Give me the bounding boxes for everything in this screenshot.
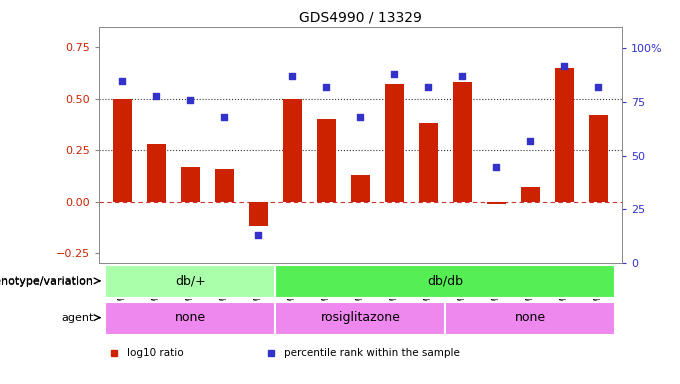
- Bar: [181, 167, 200, 202]
- Text: db/db: db/db: [428, 274, 463, 287]
- Text: agent: agent: [61, 313, 93, 323]
- Text: db/+: db/+: [175, 274, 206, 287]
- Point: [491, 164, 502, 170]
- Bar: [249, 202, 268, 226]
- Bar: [487, 202, 506, 204]
- Point: [559, 63, 570, 69]
- Text: none: none: [515, 311, 546, 324]
- Bar: [453, 82, 472, 202]
- Point: [287, 73, 298, 79]
- Text: genotype/variation: genotype/variation: [0, 276, 93, 286]
- Text: rosiglitazone: rosiglitazone: [320, 311, 401, 324]
- Bar: [445, 302, 615, 335]
- Text: genotype/variation: genotype/variation: [0, 276, 93, 286]
- Bar: [215, 169, 234, 202]
- Bar: [419, 124, 438, 202]
- Point: [355, 114, 366, 120]
- Bar: [589, 115, 608, 202]
- Title: GDS4990 / 13329: GDS4990 / 13329: [299, 10, 422, 24]
- Point: [525, 138, 536, 144]
- Bar: [105, 302, 275, 335]
- Bar: [351, 175, 370, 202]
- Bar: [385, 84, 404, 202]
- Text: none: none: [175, 311, 206, 324]
- Point: [219, 114, 230, 120]
- Bar: [275, 265, 615, 298]
- Point: [151, 93, 162, 99]
- Point: [117, 78, 128, 84]
- Point: [253, 232, 264, 238]
- Point: [389, 71, 400, 77]
- Bar: [105, 265, 275, 298]
- Bar: [521, 187, 540, 202]
- Bar: [147, 144, 166, 202]
- Point: [457, 73, 468, 79]
- Bar: [283, 99, 302, 202]
- Bar: [555, 68, 574, 202]
- Bar: [317, 119, 336, 202]
- Text: log10 ratio: log10 ratio: [127, 348, 184, 358]
- Point: [593, 84, 604, 90]
- Text: percentile rank within the sample: percentile rank within the sample: [284, 348, 460, 358]
- Bar: [113, 99, 132, 202]
- Point: [321, 84, 332, 90]
- Point: [423, 84, 434, 90]
- Point: [185, 97, 196, 103]
- Bar: [275, 302, 445, 335]
